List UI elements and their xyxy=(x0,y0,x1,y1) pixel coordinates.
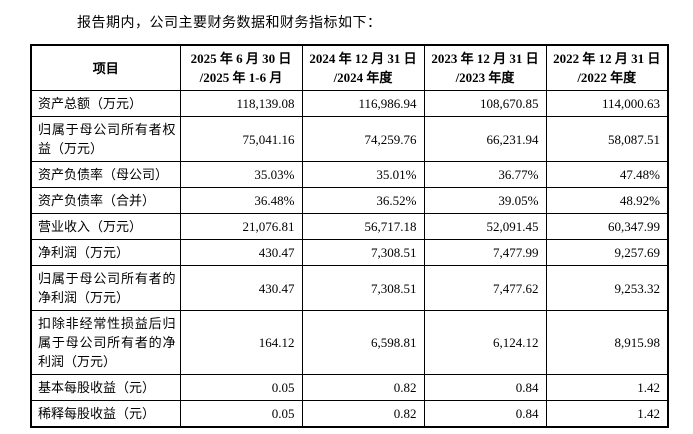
cell-value: 36.52% xyxy=(301,187,425,214)
cell-value: 7,308.51 xyxy=(301,265,425,311)
cell-value: 47.48% xyxy=(545,161,669,188)
column-header-2024: 2024 年 12 月 31 日 /2024 年度 xyxy=(301,44,425,91)
table-row-basic-eps: 基本每股收益（元） 0.05 0.82 0.84 1.42 xyxy=(30,374,669,401)
table-row-net-profit-excl-nonrecurring: 扣除非经常性损益后归属于母公司所有者的净利润（万元） 164.12 6,598.… xyxy=(30,310,669,375)
cell-value: 66,231.94 xyxy=(423,116,547,162)
header-row: 项目 2025 年 6 月 30 日 /2025 年 1-6 月 2024 年 … xyxy=(30,44,669,91)
table-row-debt-ratio-consolidated: 资产负债率（合并） 36.48% 36.52% 39.05% 48.92% xyxy=(30,187,669,214)
cell-value: 7,308.51 xyxy=(301,239,425,266)
cell-value: 108,670.85 xyxy=(423,90,547,117)
cell-value: 116,986.94 xyxy=(301,90,425,117)
row-label: 资产总额（万元） xyxy=(30,90,181,117)
column-header-2025: 2025 年 6 月 30 日 /2025 年 1-6 月 xyxy=(179,44,303,91)
row-label: 扣除非经常性损益后归属于母公司所有者的净利润（万元） xyxy=(30,310,181,375)
cell-value: 52,091.45 xyxy=(423,213,547,240)
cell-value: 56,717.18 xyxy=(301,213,425,240)
column-header-2022: 2022 年 12 月 31 日 /2022 年度 xyxy=(545,44,669,91)
cell-value: 9,257.69 xyxy=(545,239,669,266)
row-label: 基本每股收益（元） xyxy=(30,374,181,401)
cell-value: 118,139.08 xyxy=(179,90,303,117)
row-label: 资产负债率（母公司） xyxy=(30,161,181,188)
table-row-total-assets: 资产总额（万元） 118,139.08 116,986.94 108,670.8… xyxy=(30,90,669,117)
cell-value: 164.12 xyxy=(179,310,303,375)
cell-value: 7,477.62 xyxy=(423,265,547,311)
table-body: 资产总额（万元） 118,139.08 116,986.94 108,670.8… xyxy=(30,90,669,428)
row-label: 归属于母公司所有者权益（万元） xyxy=(30,116,181,162)
cell-value: 8,915.98 xyxy=(545,310,669,375)
column-header-2023: 2023 年 12 月 31 日 /2023 年度 xyxy=(423,44,547,91)
table-row-net-profit-parent: 归属于母公司所有者的净利润（万元） 430.47 7,308.51 7,477.… xyxy=(30,265,669,311)
cell-value: 430.47 xyxy=(179,265,303,311)
row-label: 资产负债率（合并） xyxy=(30,187,181,214)
cell-value: 7,477.99 xyxy=(423,239,547,266)
cell-value: 9,253.32 xyxy=(545,265,669,311)
table-row-diluted-eps: 稀释每股收益（元） 0.05 0.82 0.84 1.42 xyxy=(30,400,669,428)
column-header-item: 项目 xyxy=(30,44,181,91)
cell-value: 35.01% xyxy=(301,161,425,188)
table-row-net-profit: 净利润（万元） 430.47 7,308.51 7,477.99 9,257.6… xyxy=(30,239,669,266)
cell-value: 48.92% xyxy=(545,187,669,214)
table-header: 项目 2025 年 6 月 30 日 /2025 年 1-6 月 2024 年 … xyxy=(30,44,669,91)
cell-value: 0.82 xyxy=(301,400,425,428)
cell-value: 6,598.81 xyxy=(301,310,425,375)
intro-paragraph: 报告期内，公司主要财务数据和财务指标如下： xyxy=(77,16,382,31)
row-label: 归属于母公司所有者的净利润（万元） xyxy=(30,265,181,311)
cell-value: 0.82 xyxy=(301,374,425,401)
cell-value: 39.05% xyxy=(423,187,547,214)
cell-value: 36.48% xyxy=(179,187,303,214)
cell-value: 21,076.81 xyxy=(179,213,303,240)
cell-value: 0.84 xyxy=(423,374,547,401)
row-label: 稀释每股收益（元） xyxy=(30,400,181,428)
cell-value: 430.47 xyxy=(179,239,303,266)
cell-value: 114,000.63 xyxy=(545,90,669,117)
cell-value: 0.05 xyxy=(179,400,303,428)
table-row-debt-ratio-parent: 资产负债率（母公司） 35.03% 35.01% 36.77% 47.48% xyxy=(30,161,669,188)
row-label: 净利润（万元） xyxy=(30,239,181,266)
table-row-parent-equity: 归属于母公司所有者权益（万元） 75,041.16 74,259.76 66,2… xyxy=(30,116,669,162)
cell-value: 1.42 xyxy=(545,374,669,401)
cell-value: 36.77% xyxy=(423,161,547,188)
cell-value: 6,124.12 xyxy=(423,310,547,375)
cell-value: 0.84 xyxy=(423,400,547,428)
cell-value: 1.42 xyxy=(545,400,669,428)
financial-table: 项目 2025 年 6 月 30 日 /2025 年 1-6 月 2024 年 … xyxy=(30,44,669,428)
row-label: 营业收入（万元） xyxy=(30,213,181,240)
cell-value: 58,087.51 xyxy=(545,116,669,162)
cell-value: 0.05 xyxy=(179,374,303,401)
cell-value: 75,041.16 xyxy=(179,116,303,162)
table-row-operating-revenue: 营业收入（万元） 21,076.81 56,717.18 52,091.45 6… xyxy=(30,213,669,240)
cell-value: 74,259.76 xyxy=(301,116,425,162)
cell-value: 60,347.99 xyxy=(545,213,669,240)
cell-value: 35.03% xyxy=(179,161,303,188)
